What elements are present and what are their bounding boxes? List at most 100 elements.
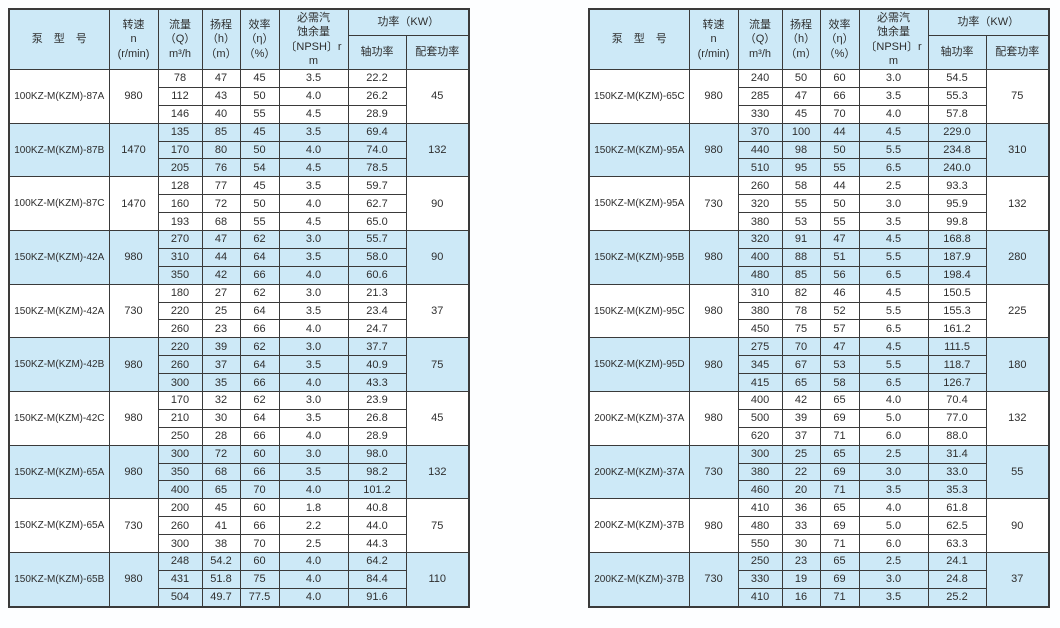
flow-cell: 240 <box>737 69 783 88</box>
eff-cell: 69 <box>819 569 860 589</box>
npsh-cell: 3.0 <box>278 337 349 357</box>
flow-cell: 380 <box>737 462 783 482</box>
flow-cell: 300 <box>737 444 783 464</box>
eff-cell: 66 <box>239 319 280 339</box>
head-cell: 30 <box>781 534 821 554</box>
pump-model-cell: 100KZ-M(KZM)-87A <box>8 69 110 124</box>
speed-cell: 980 <box>108 230 159 285</box>
matched-power-cell: 180 <box>985 337 1050 393</box>
eff-cell: 62 <box>239 283 280 303</box>
npsh-cell: 3.0 <box>278 230 349 249</box>
head-cell: 38 <box>201 534 241 554</box>
shaft-power-cell: 28.9 <box>347 104 407 124</box>
speed-cell: 980 <box>108 69 159 124</box>
header-pump-model-line: 泵 型 号 <box>611 33 667 46</box>
eff-cell: 50 <box>239 140 280 160</box>
eff-cell: 50 <box>819 140 860 160</box>
eff-cell: 55 <box>819 158 860 178</box>
head-cell: 51.8 <box>201 569 241 589</box>
shaft-power-cell: 24.7 <box>347 319 407 339</box>
eff-cell: 70 <box>239 480 280 500</box>
eff-cell: 60 <box>819 69 860 88</box>
head-cell: 76 <box>201 158 241 178</box>
shaft-power-cell: 88.0 <box>927 426 987 446</box>
table-row: 150KZ-M(KZM)-95B 980 320 91 47 4.5 168.8 280 <box>588 230 1050 285</box>
flow-cell: 380 <box>737 212 783 232</box>
npsh-cell: 4.0 <box>278 480 349 500</box>
npsh-cell: 4.5 <box>858 122 929 142</box>
matched-power-cell: 75 <box>985 69 1050 124</box>
flow-cell: 400 <box>737 391 783 410</box>
shaft-power-cell: 98.2 <box>347 462 407 482</box>
eff-cell: 64 <box>239 301 280 321</box>
table-row: 620 37 71 6.0 88.0 <box>589 426 1049 446</box>
header-npsh-line: 〔NPSH〕r <box>865 40 922 53</box>
eff-cell: 53 <box>819 355 860 375</box>
matched-power-cell: 75 <box>405 337 470 393</box>
matched-power-cell: 132 <box>405 444 470 500</box>
table-row: 260 23 66 4.0 24.7 <box>9 319 469 339</box>
pump-model-cell: 150KZ-M(KZM)-95D <box>588 337 690 393</box>
head-cell: 72 <box>201 444 241 464</box>
header-power-group: 功率（KW） <box>927 8 1050 36</box>
npsh-cell: 3.5 <box>858 86 929 106</box>
header-speed-line: 转速 <box>702 19 725 32</box>
table-row: 431 51.8 75 4.0 84.4 <box>9 569 469 589</box>
table-row: 415 65 58 6.5 126.7 <box>589 373 1049 393</box>
npsh-cell: 3.0 <box>858 569 929 589</box>
flow-cell: 410 <box>737 498 783 518</box>
npsh-cell: 3.5 <box>858 587 929 608</box>
table-row: 200KZ-M(KZM)-37A 980 400 42 65 4.0 70.4 132 <box>588 391 1050 446</box>
npsh-cell: 1.8 <box>278 498 349 518</box>
shaft-power-cell: 93.3 <box>927 176 987 196</box>
header-npsh-line: 必需汽 <box>877 11 911 24</box>
matched-power-cell: 310 <box>985 122 1050 178</box>
npsh-cell: 5.5 <box>858 355 929 375</box>
header-pump-model-line: 泵 型 号 <box>31 33 87 46</box>
npsh-cell: 3.0 <box>858 194 929 214</box>
npsh-cell: 4.0 <box>278 319 349 339</box>
flow-cell: 504 <box>157 587 203 608</box>
table-row: 310 44 64 3.5 58.0 <box>9 247 469 267</box>
npsh-cell: 5.0 <box>858 408 929 428</box>
table-row: 200KZ-M(KZM)-37A 730 300 25 65 2.5 31.4 55 <box>588 444 1050 500</box>
eff-cell: 62 <box>239 391 280 410</box>
shaft-power-cell: 78.5 <box>347 158 407 178</box>
table-row: 400 65 70 4.0 101.2 <box>9 480 469 500</box>
shaft-power-cell: 59.7 <box>347 176 407 196</box>
eff-cell: 46 <box>819 283 860 303</box>
eff-cell: 77.5 <box>239 587 280 608</box>
pump-model-cell: 150KZ-M(KZM)-65B <box>8 552 110 608</box>
table-row: 460 20 71 3.5 35.3 <box>589 480 1049 500</box>
shaft-power-cell: 60.6 <box>347 265 407 285</box>
shaft-power-cell: 70.4 <box>927 391 987 410</box>
header-speed: 转速 n (r/min) <box>108 8 159 70</box>
head-cell: 88 <box>781 247 821 267</box>
shaft-power-cell: 40.8 <box>347 498 407 518</box>
flow-cell: 220 <box>157 301 203 321</box>
npsh-cell: 4.0 <box>278 569 349 589</box>
header-shaft-power: 轴功率 <box>347 35 407 70</box>
pump-model-cell: 150KZ-M(KZM)-42B <box>8 337 110 393</box>
head-cell: 72 <box>201 194 241 214</box>
npsh-cell: 4.5 <box>858 283 929 303</box>
header-flow-line: m³/h <box>749 47 772 60</box>
flow-cell: 210 <box>157 408 203 428</box>
table-header: 泵 型 号转速 n (r/min) 流量 （Q） m³/h 扬程 （h） （m） 效率 （η） （%）… <box>588 8 1050 70</box>
npsh-cell: 2.5 <box>858 552 929 571</box>
head-cell: 68 <box>201 462 241 482</box>
header-flow-line: （Q） <box>744 33 776 46</box>
table-row: 150KZ-M(KZM)-42C 980 170 32 62 3.0 23.9 45 <box>8 391 470 446</box>
speed-cell: 980 <box>688 283 739 339</box>
shaft-power-cell: 35.3 <box>927 480 987 500</box>
flow-cell: 135 <box>157 122 203 142</box>
header-head-line: （m） <box>205 47 237 60</box>
speed-cell: 980 <box>108 552 159 608</box>
head-cell: 23 <box>781 552 821 571</box>
eff-cell: 62 <box>239 337 280 357</box>
pump-model-cell: 200KZ-M(KZM)-37A <box>588 444 690 500</box>
head-cell: 47 <box>201 230 241 249</box>
eff-cell: 64 <box>239 247 280 267</box>
npsh-cell: 6.0 <box>858 426 929 446</box>
speed-cell: 730 <box>108 283 159 339</box>
